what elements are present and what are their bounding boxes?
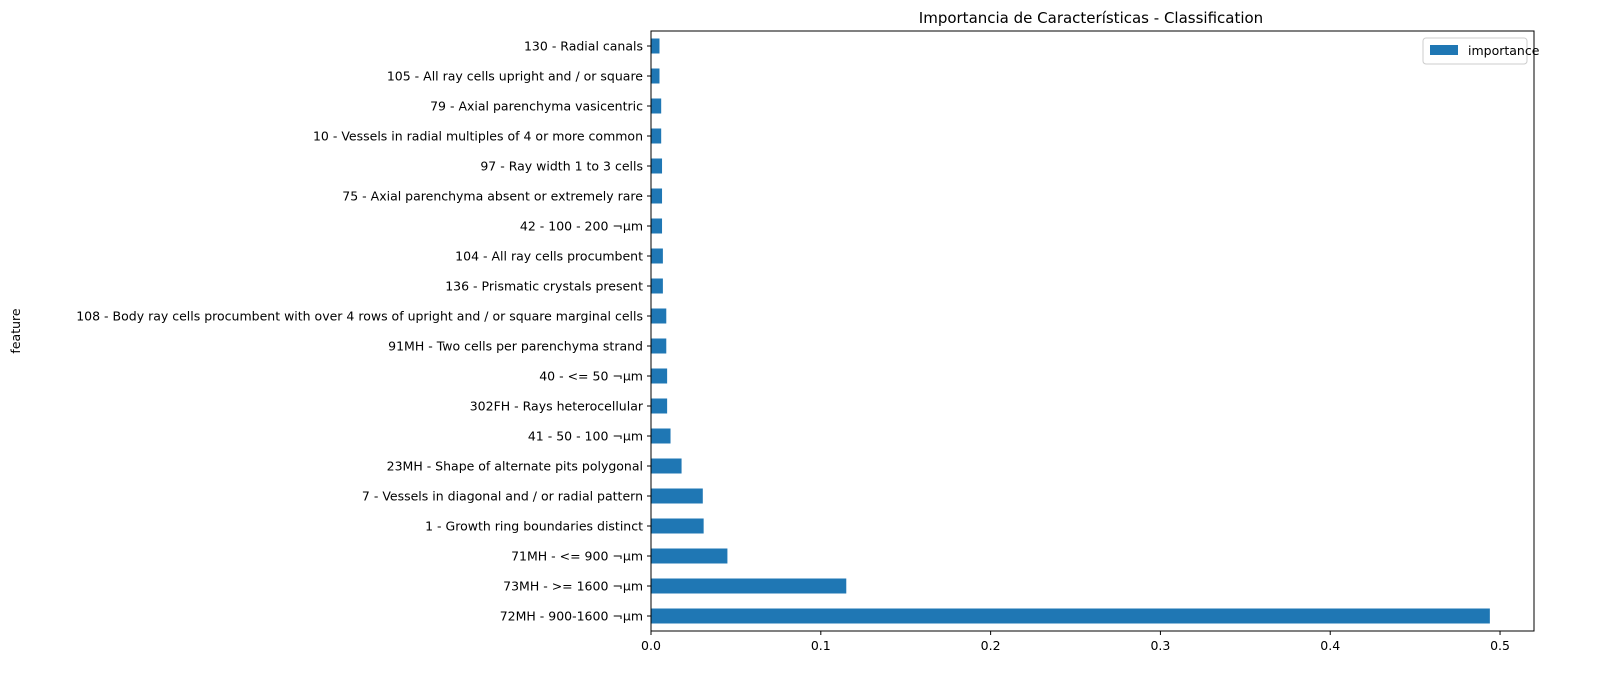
- y-tick-label: 72MH - 900-1600 ¬µm: [500, 609, 643, 624]
- bar: [651, 248, 663, 264]
- y-tick-label: 79 - Axial parenchyma vasicentric: [430, 99, 643, 114]
- bar: [651, 308, 667, 324]
- y-tick-label: 97 - Ray width 1 to 3 cells: [480, 159, 643, 174]
- y-tick-label: 108 - Body ray cells procumbent with ove…: [76, 309, 643, 324]
- bar: [651, 398, 668, 414]
- bar: [651, 278, 663, 294]
- x-tick-label: 0.5: [1490, 638, 1510, 653]
- legend-label: importance: [1468, 43, 1540, 58]
- y-tick-label: 302FH - Rays heterocellular: [470, 399, 644, 414]
- bar: [651, 188, 663, 204]
- y-tick-label: 91MH - Two cells per parenchyma strand: [388, 339, 643, 354]
- y-axis-label: feature: [8, 308, 23, 353]
- y-tick-label: 42 - 100 - 200 ¬µm: [520, 219, 643, 234]
- y-tick-label: 41 - 50 - 100 ¬µm: [528, 429, 643, 444]
- y-tick-label: 136 - Prismatic crystals present: [445, 279, 643, 294]
- bar: [651, 158, 663, 174]
- y-tick-label: 104 - All ray cells procumbent: [455, 249, 643, 264]
- y-tick-label: 73MH - >= 1600 ¬µm: [503, 579, 643, 594]
- bar: [651, 98, 662, 114]
- legend-frame: [1422, 37, 1528, 65]
- y-tick-label: 10 - Vessels in radial multiples of 4 or…: [313, 129, 643, 144]
- y-tick-label: 40 - <= 50 ¬µm: [539, 369, 643, 384]
- bar: [651, 428, 671, 444]
- legend: importance: [1422, 37, 1540, 65]
- y-tick-label: 130 - Radial canals: [524, 39, 643, 54]
- x-tick-labels: 0.0 0.1 0.2 0.3 0.4 0.5: [641, 631, 1510, 653]
- y-tick-label: 105 - All ray cells upright and / or squ…: [387, 69, 643, 84]
- bar: [651, 488, 703, 504]
- x-tick-label: 0.0: [641, 638, 661, 653]
- bar: [651, 368, 668, 384]
- x-tick-label: 0.3: [1150, 638, 1170, 653]
- legend-swatch: [1430, 45, 1458, 55]
- bar: [651, 68, 660, 84]
- x-tick-label: 0.4: [1320, 638, 1340, 653]
- bar: [651, 128, 662, 144]
- bar: [651, 608, 1490, 624]
- y-tick-label: 23MH - Shape of alternate pits polygonal: [387, 459, 643, 474]
- bar: [651, 548, 728, 564]
- bar: [651, 458, 682, 474]
- y-tick-label: 71MH - <= 900 ¬µm: [511, 549, 643, 564]
- x-tick-label: 0.2: [981, 638, 1001, 653]
- bar: [651, 218, 663, 234]
- bars-group: [651, 38, 1490, 624]
- bar: [651, 518, 704, 534]
- bar: [651, 578, 847, 594]
- y-tick-labels: 130 - Radial canals 105 - All ray cells u…: [76, 39, 651, 624]
- chart-title: Importancia de Características - Classif…: [919, 9, 1263, 27]
- y-tick-label: 7 - Vessels in diagonal and / or radial …: [362, 489, 643, 504]
- x-tick-label: 0.1: [811, 638, 831, 653]
- bar: [651, 38, 660, 54]
- y-tick-label: 1 - Growth ring boundaries distinct: [425, 519, 643, 534]
- bar: [651, 338, 667, 354]
- y-tick-label: 75 - Axial parenchyma absent or extremel…: [342, 189, 643, 204]
- plot-frame: [650, 30, 1535, 632]
